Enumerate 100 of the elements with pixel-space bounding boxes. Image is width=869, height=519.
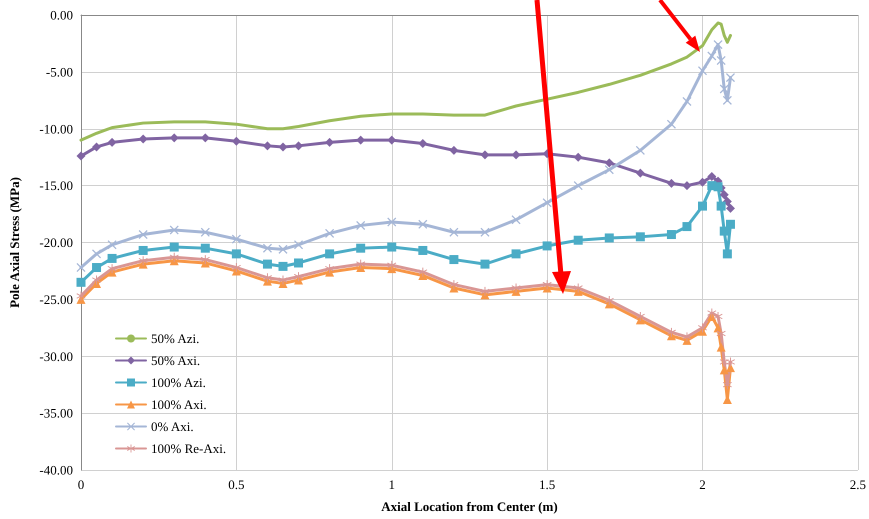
point bbox=[387, 242, 396, 252]
point bbox=[682, 181, 692, 190]
point bbox=[604, 158, 614, 168]
point bbox=[356, 220, 366, 230]
point bbox=[636, 168, 645, 178]
point bbox=[698, 66, 707, 76]
point bbox=[698, 323, 707, 332]
point bbox=[604, 296, 614, 306]
point bbox=[574, 236, 583, 245]
point bbox=[92, 142, 102, 152]
point bbox=[512, 215, 521, 224]
legend-label: 100% Re-Axi. bbox=[151, 441, 226, 456]
y-tick-label: -20.00 bbox=[39, 235, 73, 250]
point bbox=[720, 365, 729, 374]
legend-label: 50% Axi. bbox=[151, 353, 200, 368]
point bbox=[682, 222, 692, 232]
point bbox=[716, 342, 726, 352]
y-tick-label: -30.00 bbox=[39, 348, 73, 364]
point bbox=[636, 312, 645, 321]
point bbox=[636, 232, 645, 242]
point bbox=[542, 280, 552, 290]
point bbox=[707, 51, 716, 60]
point bbox=[76, 152, 86, 161]
legend-label: 50% Azi. bbox=[151, 331, 200, 346]
point bbox=[449, 255, 458, 264]
point bbox=[449, 146, 458, 155]
point bbox=[294, 240, 304, 250]
point bbox=[170, 252, 179, 262]
point bbox=[604, 233, 614, 242]
line-series bbox=[80, 21, 732, 142]
point bbox=[92, 249, 102, 258]
point bbox=[480, 228, 490, 237]
point bbox=[76, 291, 86, 300]
point bbox=[512, 284, 521, 292]
point bbox=[542, 241, 552, 250]
x-axis-title: Axial Location from Center (m) bbox=[381, 499, 558, 514]
x-tick-label: 1.5 bbox=[539, 477, 556, 492]
point bbox=[722, 96, 732, 105]
point bbox=[278, 262, 288, 271]
y-tick-label: -5.00 bbox=[46, 64, 73, 80]
point bbox=[698, 202, 707, 211]
point bbox=[92, 263, 102, 272]
legend-label: 0% Axi. bbox=[151, 419, 194, 434]
point bbox=[232, 263, 241, 272]
point bbox=[356, 244, 366, 253]
x-tick-label: 0.5 bbox=[228, 477, 244, 492]
point bbox=[720, 226, 729, 236]
point bbox=[262, 260, 272, 269]
legend-label: 100% Azi. bbox=[151, 375, 206, 390]
point bbox=[722, 249, 732, 258]
x-tick-label: 0 bbox=[78, 477, 84, 492]
point bbox=[574, 181, 583, 190]
point bbox=[726, 357, 735, 366]
point bbox=[294, 258, 304, 268]
y-tick-label: -25.00 bbox=[39, 292, 73, 307]
point bbox=[666, 230, 676, 240]
point bbox=[480, 286, 490, 296]
point bbox=[666, 178, 676, 188]
point bbox=[698, 178, 707, 187]
point bbox=[294, 272, 304, 282]
point bbox=[574, 284, 583, 292]
y-tick-label: -15.00 bbox=[39, 178, 73, 194]
point bbox=[512, 249, 521, 258]
y-tick-label: -40.00 bbox=[39, 462, 73, 478]
point bbox=[278, 244, 288, 254]
x-tick-label: 1 bbox=[388, 477, 395, 492]
point bbox=[76, 278, 86, 287]
point bbox=[108, 254, 117, 263]
point bbox=[722, 197, 732, 206]
point bbox=[720, 190, 729, 200]
point bbox=[170, 225, 179, 234]
point bbox=[232, 249, 241, 258]
point bbox=[720, 84, 729, 94]
point bbox=[356, 260, 366, 269]
point bbox=[262, 141, 272, 150]
point bbox=[232, 234, 241, 244]
point bbox=[449, 280, 458, 290]
point bbox=[666, 120, 676, 129]
y-axis-title: Pole Axial Stress (MPa) bbox=[7, 177, 22, 308]
point bbox=[682, 332, 692, 342]
point bbox=[418, 220, 428, 229]
point bbox=[636, 146, 645, 155]
point bbox=[387, 218, 396, 227]
point bbox=[480, 150, 490, 160]
point bbox=[480, 260, 490, 269]
point bbox=[449, 228, 458, 237]
y-tick-label: -10.00 bbox=[39, 121, 73, 136]
point bbox=[325, 228, 334, 238]
point bbox=[716, 56, 726, 65]
point bbox=[138, 230, 148, 240]
point bbox=[278, 276, 288, 285]
point bbox=[666, 328, 676, 337]
x-tick-label: 2 bbox=[699, 477, 706, 492]
point bbox=[418, 268, 428, 277]
point bbox=[542, 198, 552, 208]
point bbox=[707, 172, 716, 182]
point bbox=[716, 202, 726, 211]
point bbox=[170, 242, 179, 252]
point bbox=[418, 139, 428, 148]
point bbox=[108, 240, 117, 250]
